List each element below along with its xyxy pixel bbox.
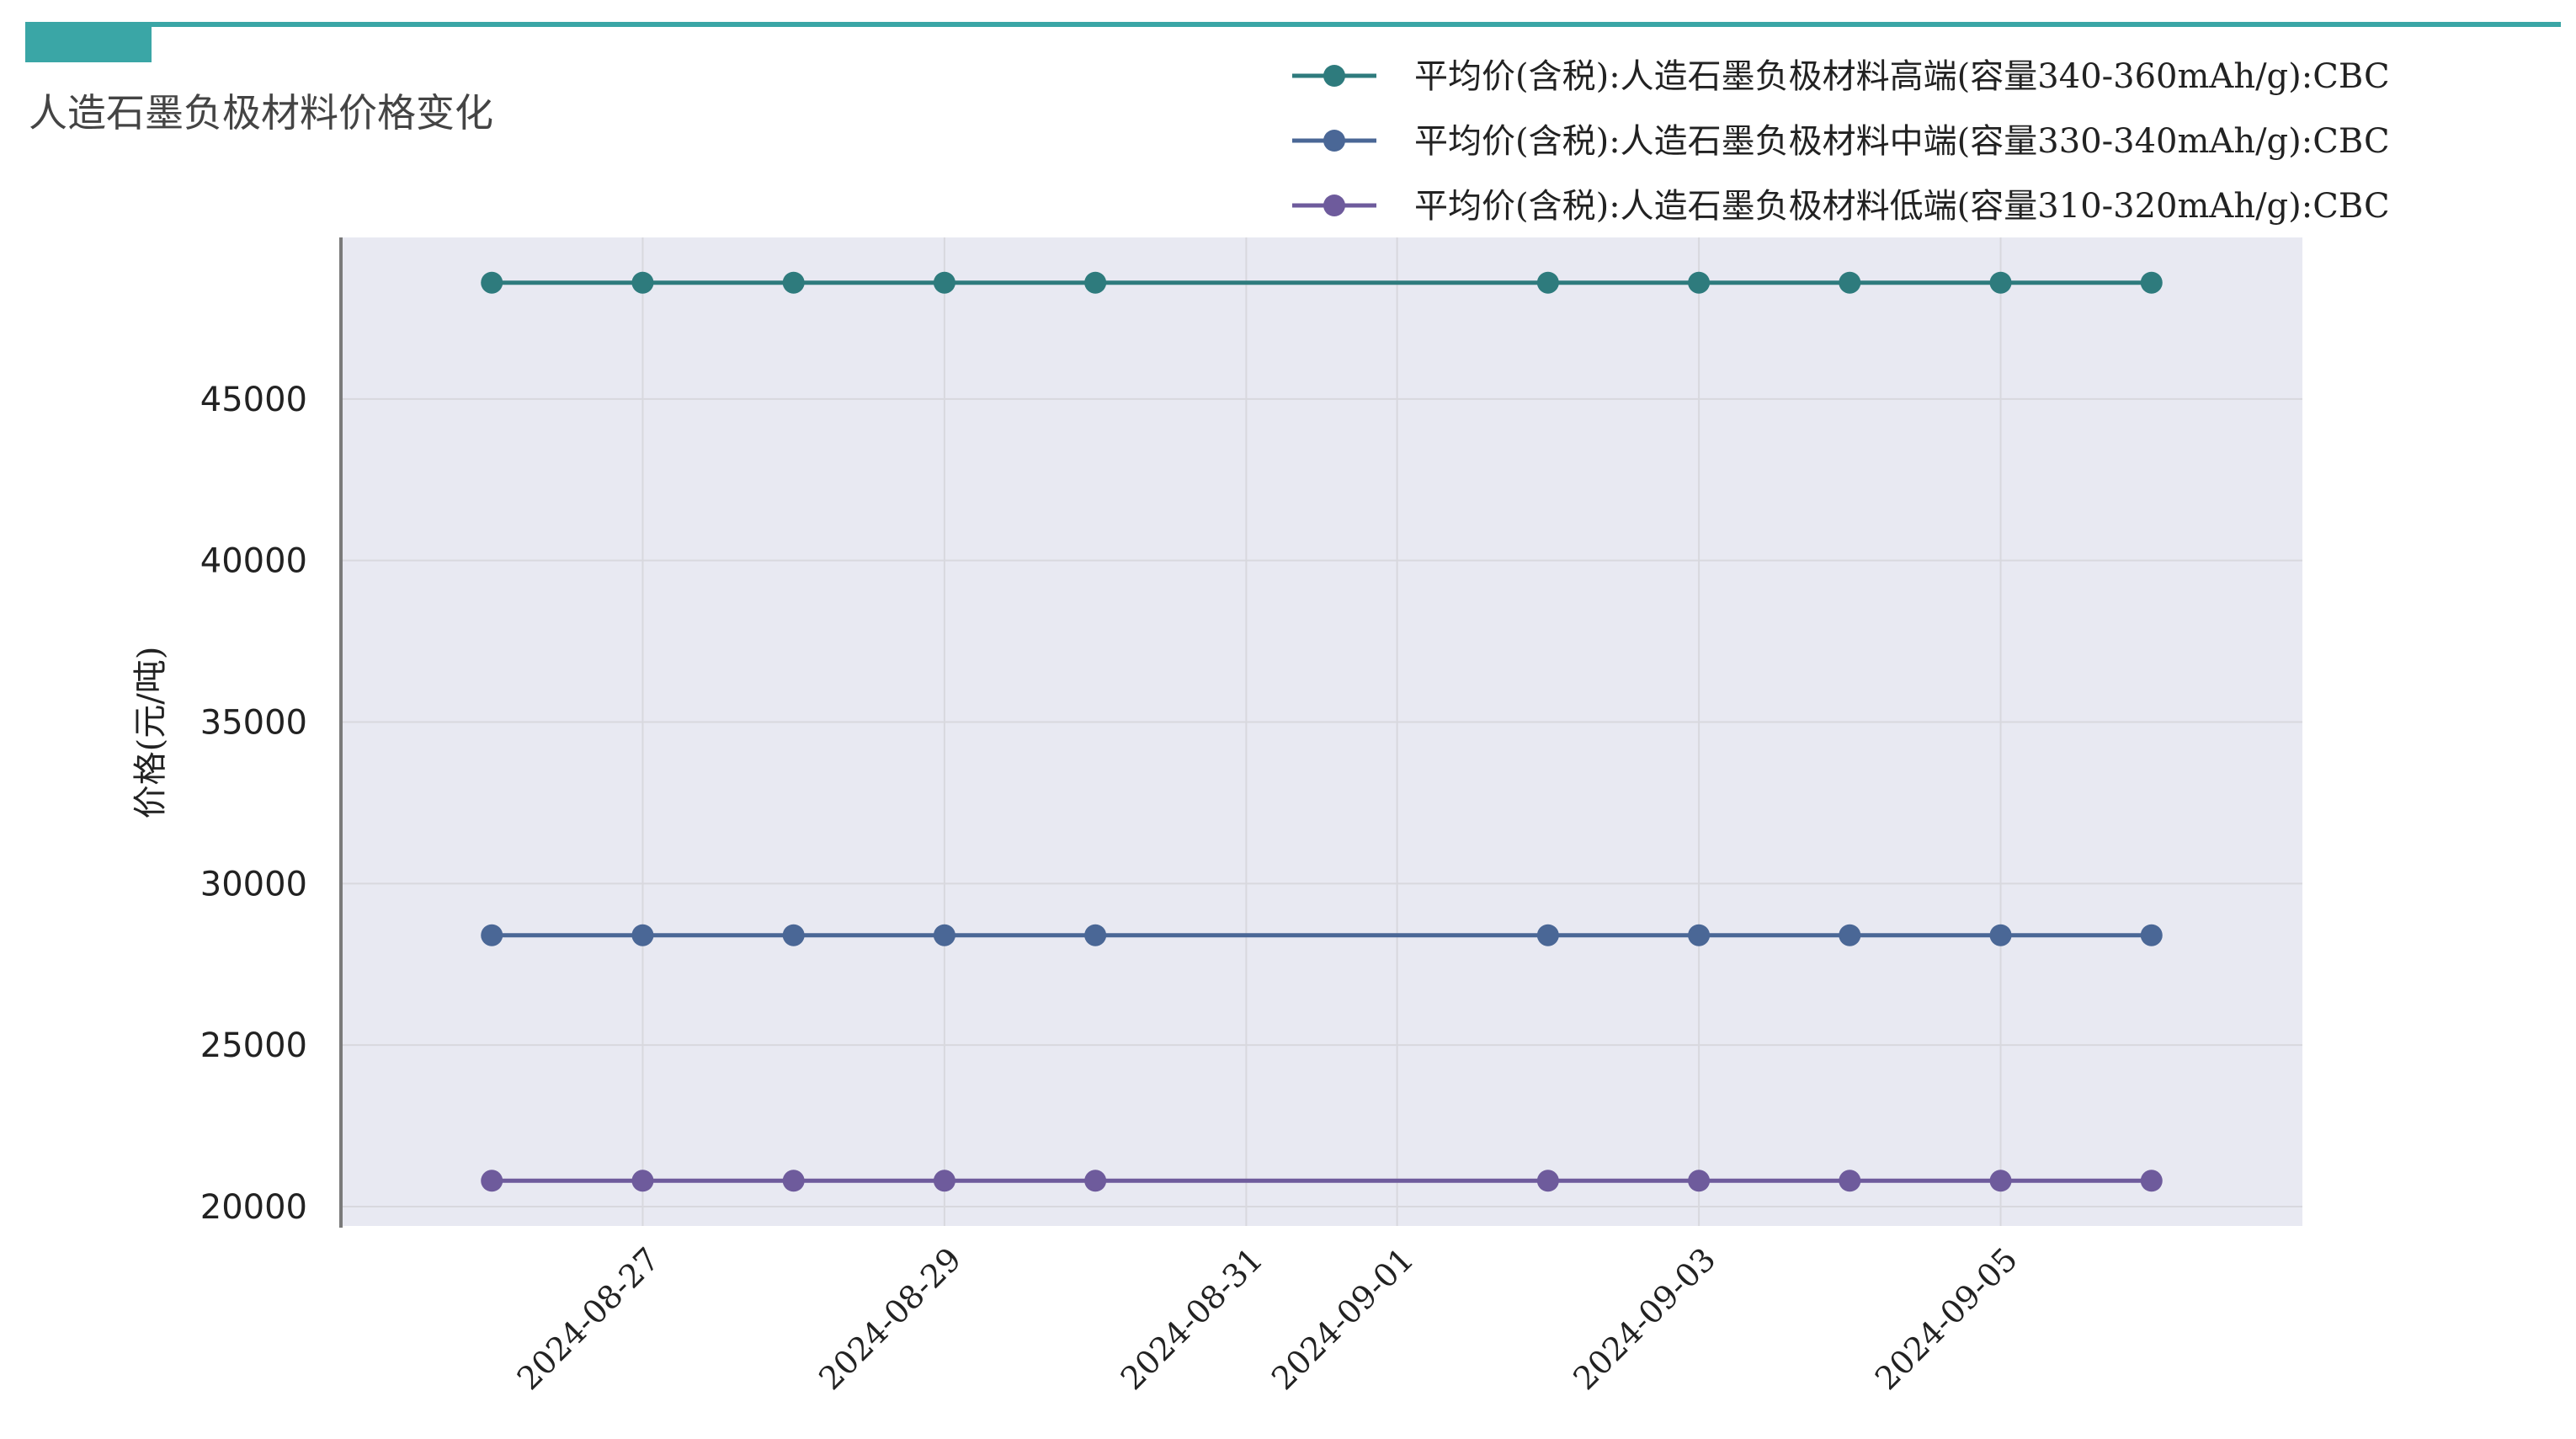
x-tick-label: 2024-09-03	[1566, 1240, 1722, 1397]
y-tick-label: 45000	[200, 381, 307, 419]
legend: 平均价(含税):人造石墨负极材料高端(容量340-360mAh/g):CBC 平…	[1292, 57, 2390, 226]
data-point-high	[481, 271, 503, 294]
data-point-high	[1989, 271, 2012, 294]
x-tick-label: 2024-08-27	[510, 1240, 667, 1397]
data-point-low	[1839, 1170, 1861, 1192]
x-tick-label: 2024-09-05	[1868, 1240, 2025, 1397]
data-point-mid	[1989, 924, 2012, 946]
y-tick-label: 20000	[200, 1188, 307, 1227]
legend-item-mid: 平均价(含税):人造石墨负极材料中端(容量330-340mAh/g):CBC	[1292, 122, 2390, 161]
chart-title: 人造石墨负极材料价格变化	[29, 90, 493, 136]
data-point-mid	[1536, 924, 1559, 946]
data-point-low	[1084, 1170, 1107, 1192]
data-point-low	[2140, 1170, 2163, 1192]
series-layer	[481, 271, 2163, 1192]
header-accent-tab	[25, 22, 152, 62]
legend-item-low: 平均价(含税):人造石墨负极材料低端(容量310-320mAh/g):CBC	[1292, 187, 2390, 226]
data-point-low	[481, 1170, 503, 1192]
plot-area	[341, 237, 2302, 1226]
y-tick-label: 25000	[200, 1026, 307, 1065]
data-point-low	[933, 1170, 955, 1192]
data-point-mid	[1839, 924, 1861, 946]
legend-label-high: 平均价(含税):人造石墨负极材料高端(容量340-360mAh/g):CBC	[1414, 57, 2390, 96]
x-tick-label: 2024-08-29	[812, 1240, 968, 1397]
data-point-mid	[631, 924, 654, 946]
legend-label-mid: 平均价(含税):人造石墨负极材料中端(容量330-340mAh/g):CBC	[1414, 122, 2390, 161]
data-point-high	[1536, 271, 1559, 294]
data-point-high	[631, 271, 654, 294]
y-axis-ticks: 20000 25000 30000 35000 40000 45000	[200, 381, 307, 1227]
data-point-high	[2140, 271, 2163, 294]
legend-marker-high	[1323, 65, 1345, 87]
data-point-low	[1989, 1170, 2012, 1192]
data-point-low	[1536, 1170, 1559, 1192]
grid	[341, 237, 2302, 1226]
data-point-high	[782, 271, 805, 294]
legend-label-low: 平均价(含税):人造石墨负极材料低端(容量310-320mAh/g):CBC	[1414, 187, 2390, 226]
y-tick-label: 40000	[200, 542, 307, 581]
x-tick-label: 2024-09-01	[1264, 1240, 1421, 1397]
legend-marker-low	[1323, 195, 1345, 216]
data-point-mid	[481, 924, 503, 946]
data-point-mid	[782, 924, 805, 946]
data-point-high	[1084, 271, 1107, 294]
data-point-mid	[933, 924, 955, 946]
data-point-low	[631, 1170, 654, 1192]
legend-marker-mid	[1323, 130, 1345, 152]
x-axis-ticks: 2024-08-27 2024-08-29 2024-08-312024-09-01…	[510, 1240, 2025, 1397]
y-tick-label: 30000	[200, 865, 307, 903]
data-point-high	[1688, 271, 1711, 294]
data-point-mid	[1688, 924, 1711, 946]
legend-item-high: 平均价(含税):人造石墨负极材料高端(容量340-360mAh/g):CBC	[1292, 57, 2390, 96]
data-point-high	[1839, 271, 1861, 294]
y-tick-label: 35000	[200, 703, 307, 742]
header-rule	[25, 22, 2561, 27]
data-point-low	[782, 1170, 805, 1192]
data-point-high	[933, 271, 955, 294]
y-axis-label: 价格(元/吨)	[131, 647, 170, 819]
data-point-mid	[2140, 924, 2163, 946]
data-point-low	[1688, 1170, 1711, 1192]
x-tick-label: 2024-08-31	[1114, 1240, 1270, 1397]
data-point-mid	[1084, 924, 1107, 946]
